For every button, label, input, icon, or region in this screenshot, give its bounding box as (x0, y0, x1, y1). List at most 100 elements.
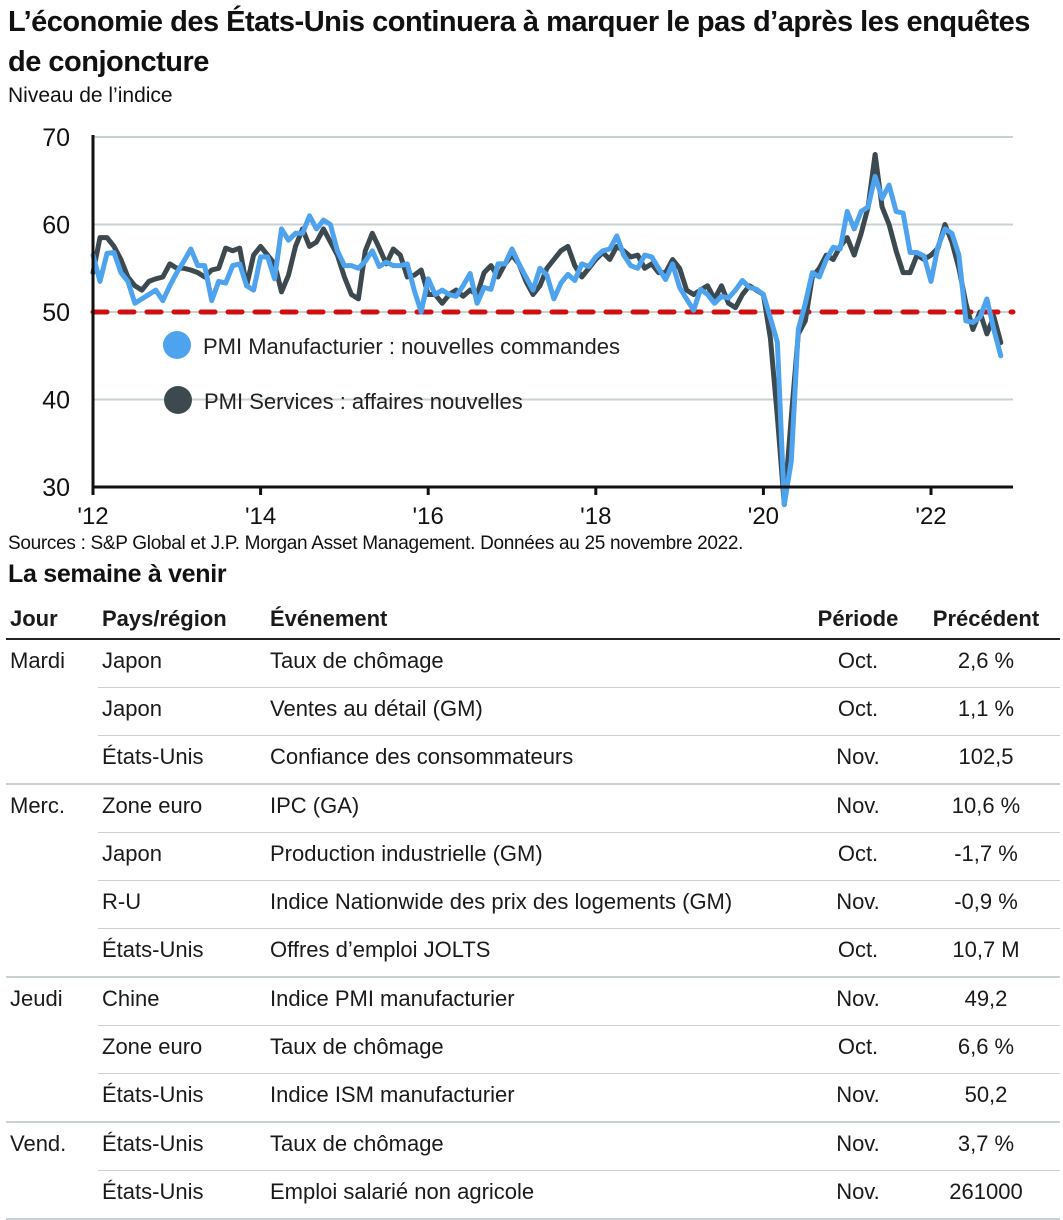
cell-previous: 102,5 (912, 735, 1060, 784)
cell-period: Oct. (804, 928, 912, 977)
x-tick-label: '22 (915, 503, 946, 530)
cell-event: Taux de chômage (266, 1121, 804, 1171)
cell-previous: -0,9 % (912, 880, 1060, 929)
chart-subtitle: Niveau de l’indice (8, 84, 173, 107)
legend-manufacturing-marker (163, 331, 191, 359)
x-tick-label: '12 (77, 503, 108, 530)
cell-country: États-Unis (98, 735, 266, 784)
table-row: États-Unis Offres d’emploi JOLTS Oct. 10,7 … (6, 928, 1060, 978)
legend: PMI Manufacturier : nouvelles commandes … (163, 331, 620, 414)
source-note: Sources : S&P Global et J.P. Morgan Asse… (8, 533, 744, 554)
cell-period: Nov. (804, 1073, 912, 1122)
cell-event: IPC (GA) (266, 783, 804, 833)
section-title: La semaine à venir (8, 560, 227, 588)
header-period: Période (804, 600, 912, 640)
cell-day: Mardi (10, 648, 66, 673)
header-previous: Précédent (912, 600, 1060, 640)
x-tick-label: '18 (580, 503, 611, 530)
cell-country: États-Unis (98, 1170, 266, 1220)
cell-day (6, 833, 98, 881)
cell-period: Oct. (837, 648, 879, 673)
series-lines (90, 152, 1004, 507)
cell-event: Production industrielle (GM) (266, 832, 804, 881)
cell-period: Oct. (804, 832, 912, 881)
cell-day (6, 1170, 98, 1220)
header-event: Événement (266, 600, 804, 640)
cell-period: Nov. (804, 735, 912, 784)
cell-country: États-Unis (98, 1073, 266, 1122)
cell-previous: 10,6 % (912, 783, 1060, 833)
cell-country: Japon (98, 832, 266, 881)
cell-previous: 1,1 % (912, 687, 1060, 736)
cell-country: Zone euro (98, 783, 266, 833)
x-tick-label: '20 (748, 503, 779, 530)
cell-day (6, 736, 98, 785)
cell-event: Indice PMI manufacturier (266, 976, 804, 1026)
cell-day: Vend. (6, 1121, 98, 1171)
y-axis-ticks: 30 40 50 60 70 (42, 124, 70, 502)
cell-period: Nov. (804, 1121, 912, 1171)
cell-event: Indice ISM manufacturier (266, 1073, 804, 1122)
cell-previous: 261000 (912, 1170, 1060, 1220)
cell-period: Nov. (804, 1170, 912, 1220)
x-axis-ticks: '12 '14 '16 '18 '20 '22 (77, 487, 947, 530)
cell-event: Taux de chômage (270, 648, 444, 673)
cell-event: Confiance des consommateurs (266, 735, 804, 784)
pmi-line-chart: 30 40 50 60 70 '12 '14 '16 '18 '20 '22 PMI Manufa… (42, 124, 1016, 530)
cell-country: Japon (98, 687, 266, 736)
x-tick-label: '16 (413, 503, 444, 530)
cell-period: Nov. (804, 880, 912, 929)
table-row: R-U Indice Nationwide des prix des logeme… (6, 880, 1060, 929)
events-table: Jour Pays/région Événement Période Précé… (6, 600, 1060, 1220)
table-row: Jeudi Chine Indice PMI manufacturier Nov. 49… (6, 976, 1060, 1026)
cell-event: Taux de chômage (266, 1025, 804, 1074)
cell-period: Nov. (804, 783, 912, 833)
legend-services-label: PMI Services : affaires nouvelles (204, 389, 523, 414)
cell-country: Zone euro (98, 1025, 266, 1074)
cell-day: Jeudi (6, 976, 98, 1026)
y-tick-label: 30 (42, 474, 70, 502)
chart-title: L’économie des États-Unis continuera à m… (8, 6, 1030, 78)
cell-previous: 49,2 (912, 976, 1060, 1026)
x-tick-label: '14 (245, 503, 276, 530)
header-day: Jour (6, 600, 98, 640)
y-tick-label: 40 (42, 387, 70, 415)
cell-day (6, 688, 98, 736)
cell-country: R-U (98, 880, 266, 929)
series-line-manufacturing (90, 173, 1004, 507)
cell-event: Ventes au détail (GM) (266, 687, 804, 736)
cell-previous: 50,2 (912, 1073, 1060, 1122)
legend-manufacturing-label: PMI Manufacturier : nouvelles commandes (203, 334, 620, 359)
cell-event: Indice Nationwide des prix des logements… (266, 880, 804, 929)
table-row: Zone euro Taux de chômage Oct. 6,6 % (6, 1025, 1060, 1074)
cell-previous: 3,7 % (912, 1121, 1060, 1171)
table-row: États-Unis Indice ISM manufacturier Nov. 50… (6, 1073, 1060, 1122)
cell-previous: 2,6 % (957, 648, 1015, 673)
cell-day (6, 1026, 98, 1074)
table-row: Japon Production industrielle (GM) Oct. -1,… (6, 832, 1060, 881)
table-header-row: Jour Pays/région Événement Période Précé… (6, 600, 1060, 640)
cell-period: Oct. (804, 687, 912, 736)
cell-event: Emploi salarié non agricole (266, 1170, 804, 1220)
table-row: États-Unis Confiance des consommateurs Nov… (6, 735, 1060, 785)
cell-previous: 6,6 % (912, 1025, 1060, 1074)
cell-day (6, 881, 98, 929)
cell-previous: -1,7 % (912, 832, 1060, 881)
table-row: Japon Ventes au détail (GM) Oct. 1,1 % (6, 687, 1060, 736)
cell-period: Oct. (804, 1025, 912, 1074)
table-row: Vend. États-Unis Taux de chômage Nov. 3,7 % (6, 1121, 1060, 1171)
cell-country: États-Unis (98, 1121, 266, 1171)
y-tick-label: 60 (42, 212, 70, 240)
cell-country: États-Unis (98, 928, 266, 977)
y-tick-label: 70 (42, 124, 70, 152)
cell-period: Nov. (804, 976, 912, 1026)
cell-country: Chine (98, 976, 266, 1026)
cell-event: Offres d’emploi JOLTS (266, 928, 804, 977)
y-tick-label: 50 (42, 299, 70, 327)
cell-previous: 10,7 M (912, 928, 1060, 977)
cell-day (6, 929, 98, 978)
cell-country: Japon (102, 648, 162, 673)
table-row: Merc. Zone euro IPC (GA) Nov. 10,6 % (6, 783, 1060, 833)
legend-services-marker (164, 386, 192, 414)
table-row: États-Unis Emploi salarié non agricole Nov… (6, 1170, 1060, 1220)
